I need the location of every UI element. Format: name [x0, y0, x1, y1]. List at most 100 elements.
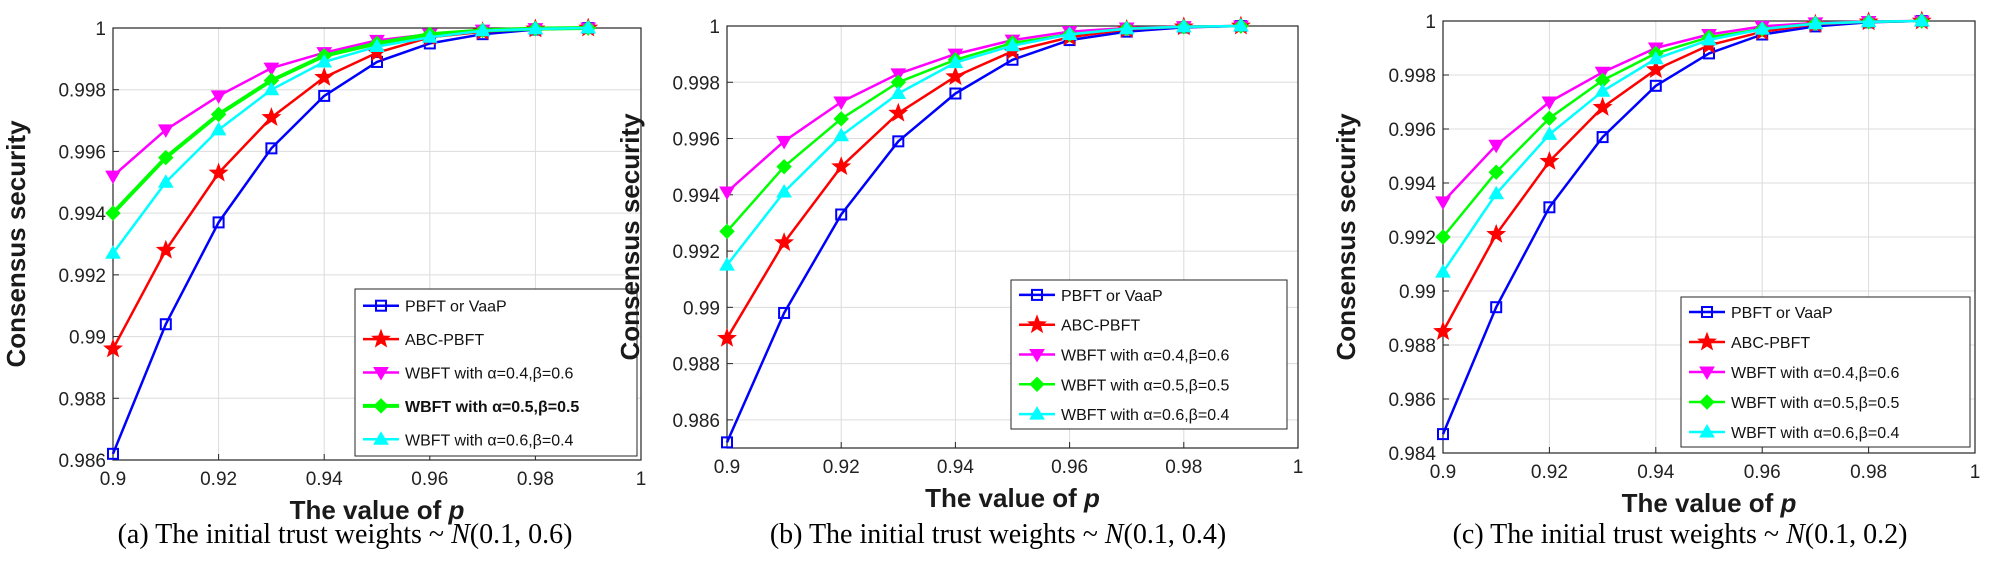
- legend-entry-label: WBFT with α=0.4,β=0.6: [1061, 348, 1230, 365]
- chart-panel-2: 0.9 0.92 0.94 0.96 0.98 1 0.986 0.988 0.99 0.992 0…: [615, 15, 1303, 513]
- data-point: [833, 111, 849, 127]
- series-line: [1441, 19, 1922, 273]
- caption-distribution: N: [450, 519, 471, 550]
- legend-marker: [1699, 366, 1715, 380]
- legend-marker: [1699, 394, 1715, 410]
- figure-caption: (c) The initial trust weights ~ N(0.1, 0…: [1453, 519, 1908, 550]
- x-axis-label-variable: p: [1780, 488, 1797, 518]
- data-point: [831, 156, 852, 176]
- y-tick-label: 0.994: [672, 186, 720, 207]
- y-tick-label: 0.992: [58, 266, 106, 287]
- data-point: [1004, 37, 1021, 52]
- data-point: [155, 239, 176, 259]
- data-point: [474, 22, 491, 37]
- data-point: [527, 20, 544, 35]
- legend-box: [354, 288, 638, 457]
- data-point: [835, 208, 848, 221]
- data-point: [776, 135, 792, 150]
- legend-entry-label: WBFT with α=0.6,β=0.4: [405, 432, 574, 449]
- data-point: [208, 162, 229, 182]
- x-axis-label-variable: p: [1083, 483, 1100, 513]
- chart-panel-1: 0.9 0.92 0.94 0.96 0.98 1 0.986 0.988 0.99 0.992 0…: [1, 17, 646, 525]
- x-tick-label: 0.94: [306, 469, 343, 490]
- data-point: [1754, 21, 1771, 35]
- legend: PBFT or VaaP ABC-PBFT WBFT with α=0.4,β=0.…: [1680, 296, 1971, 448]
- y-tick-label: 0.988: [58, 389, 106, 410]
- figure-caption: (b) The initial trust weights ~ N(0.1, 0…: [770, 519, 1226, 550]
- y-tick-label: 0.988: [1388, 336, 1436, 357]
- legend-marker: [373, 367, 389, 381]
- data-point: [778, 306, 791, 319]
- x-tick-label: 0.98: [517, 469, 554, 490]
- data-point: [1913, 13, 1930, 27]
- x-tick-label: 0.96: [411, 469, 448, 490]
- data-point: [1539, 150, 1560, 170]
- data-point: [1488, 139, 1505, 154]
- data-point: [105, 170, 121, 185]
- data-point: [158, 149, 174, 166]
- series-5: [719, 18, 1249, 271]
- x-axis-label-text: The value of: [1622, 488, 1781, 518]
- data-point: [890, 85, 907, 100]
- y-tick-label: 0.992: [672, 242, 720, 263]
- data-point: [210, 106, 227, 123]
- data-point: [1437, 428, 1449, 441]
- data-point: [105, 245, 121, 259]
- x-tick-label: 0.9: [100, 469, 126, 490]
- legend-entry-label: PBFT or VaaP: [1731, 305, 1833, 322]
- y-tick-label: 0.99: [1399, 282, 1436, 303]
- data-point: [1435, 264, 1451, 278]
- legend-entry-label: ABC-PBFT: [1731, 335, 1810, 352]
- x-axis-label: The value of p: [290, 495, 465, 525]
- data-point: [1541, 126, 1558, 140]
- legend-entry-label: WBFT with α=0.4,β=0.6: [1731, 365, 1900, 382]
- legend-marker: [1031, 288, 1043, 301]
- x-tick-label: 0.98: [1165, 457, 1202, 478]
- data-point: [107, 447, 119, 460]
- legend-entry-label: WBFT with α=0.6,β=0.4: [1731, 425, 1900, 442]
- y-axis-label: Consensus security: [1, 120, 31, 368]
- figure-caption: (a) The initial trust weights ~ N(0.1, 0…: [118, 519, 573, 550]
- y-tick-label: 0.99: [683, 298, 720, 319]
- x-axis-label: The value of p: [925, 483, 1100, 513]
- legend-entry-label: PBFT or VaaP: [405, 299, 507, 316]
- data-point: [263, 62, 280, 77]
- data-point: [1233, 18, 1249, 32]
- x-tick-label: 0.96: [1744, 462, 1781, 483]
- x-tick-label: 0.9: [1430, 462, 1456, 483]
- legend-entry-label: WBFT with α=0.5,β=0.5: [1731, 395, 1900, 412]
- data-point: [1061, 26, 1078, 40]
- y-tick-label: 0.986: [1388, 390, 1436, 411]
- data-point: [1435, 229, 1451, 245]
- data-point: [316, 53, 333, 68]
- legend-entry-label: ABC-PBFT: [1061, 318, 1140, 335]
- legend-marker: [1029, 406, 1045, 420]
- data-point: [833, 96, 850, 110]
- y-axis-label: Consensus security: [1331, 113, 1361, 361]
- y-tick-label: 0.988: [672, 355, 720, 376]
- legend-marker: [1027, 314, 1047, 334]
- data-point: [719, 223, 735, 240]
- y-tick-label: 0.996: [58, 142, 106, 163]
- data-point: [265, 142, 278, 155]
- y-tick-label: 0.998: [672, 73, 720, 94]
- data-point: [1488, 164, 1504, 180]
- legend-entry-label: WBFT with α=0.6,β=0.4: [1061, 407, 1230, 424]
- data-point: [1592, 96, 1613, 116]
- data-point: [1596, 131, 1609, 144]
- data-point: [947, 54, 964, 69]
- y-tick-label: 0.986: [58, 451, 106, 472]
- x-tick-label: 0.92: [823, 457, 860, 478]
- y-tick-label: 0.99: [69, 328, 106, 349]
- y-tick-label: 0.998: [1388, 66, 1436, 87]
- caption-prefix: (a) The initial trust weights ~: [118, 519, 451, 550]
- series-line: [725, 24, 1241, 443]
- data-point: [949, 87, 962, 100]
- legend-entry-label: WBFT with α=0.5,β=0.5: [405, 399, 579, 416]
- data-point: [945, 66, 966, 86]
- legend-marker: [1029, 376, 1045, 393]
- data-point: [833, 127, 850, 142]
- legend-marker: [1699, 424, 1715, 438]
- legend: PBFT or VaaP ABC-PBFT WBFT with α=0.4,β=0.…: [1010, 279, 1288, 430]
